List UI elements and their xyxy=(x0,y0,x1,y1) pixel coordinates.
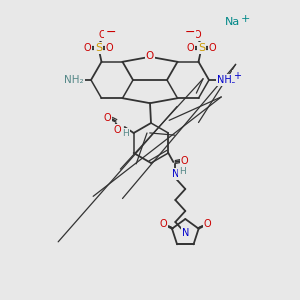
Text: O: O xyxy=(99,30,106,40)
Text: +: + xyxy=(233,71,241,81)
Text: O: O xyxy=(146,51,154,61)
Text: S: S xyxy=(95,43,102,53)
Text: O: O xyxy=(194,30,201,40)
Text: O: O xyxy=(187,43,194,53)
Text: H: H xyxy=(122,128,129,137)
Text: O: O xyxy=(159,219,167,229)
Text: NH₂: NH₂ xyxy=(64,75,84,85)
Text: O: O xyxy=(104,113,112,123)
Text: O: O xyxy=(84,43,91,53)
Text: N: N xyxy=(172,169,179,179)
Text: NH₂: NH₂ xyxy=(217,75,235,85)
Text: O: O xyxy=(114,125,122,135)
Text: +: + xyxy=(240,14,250,24)
Text: O: O xyxy=(106,43,113,53)
Text: −: − xyxy=(184,26,195,39)
Text: S: S xyxy=(198,43,205,53)
Text: N: N xyxy=(182,228,189,238)
Text: O: O xyxy=(181,156,188,166)
Text: −: − xyxy=(105,26,116,39)
Text: O: O xyxy=(204,219,212,229)
Text: Na: Na xyxy=(225,17,241,27)
Text: H: H xyxy=(179,167,186,176)
Text: O: O xyxy=(209,43,216,53)
